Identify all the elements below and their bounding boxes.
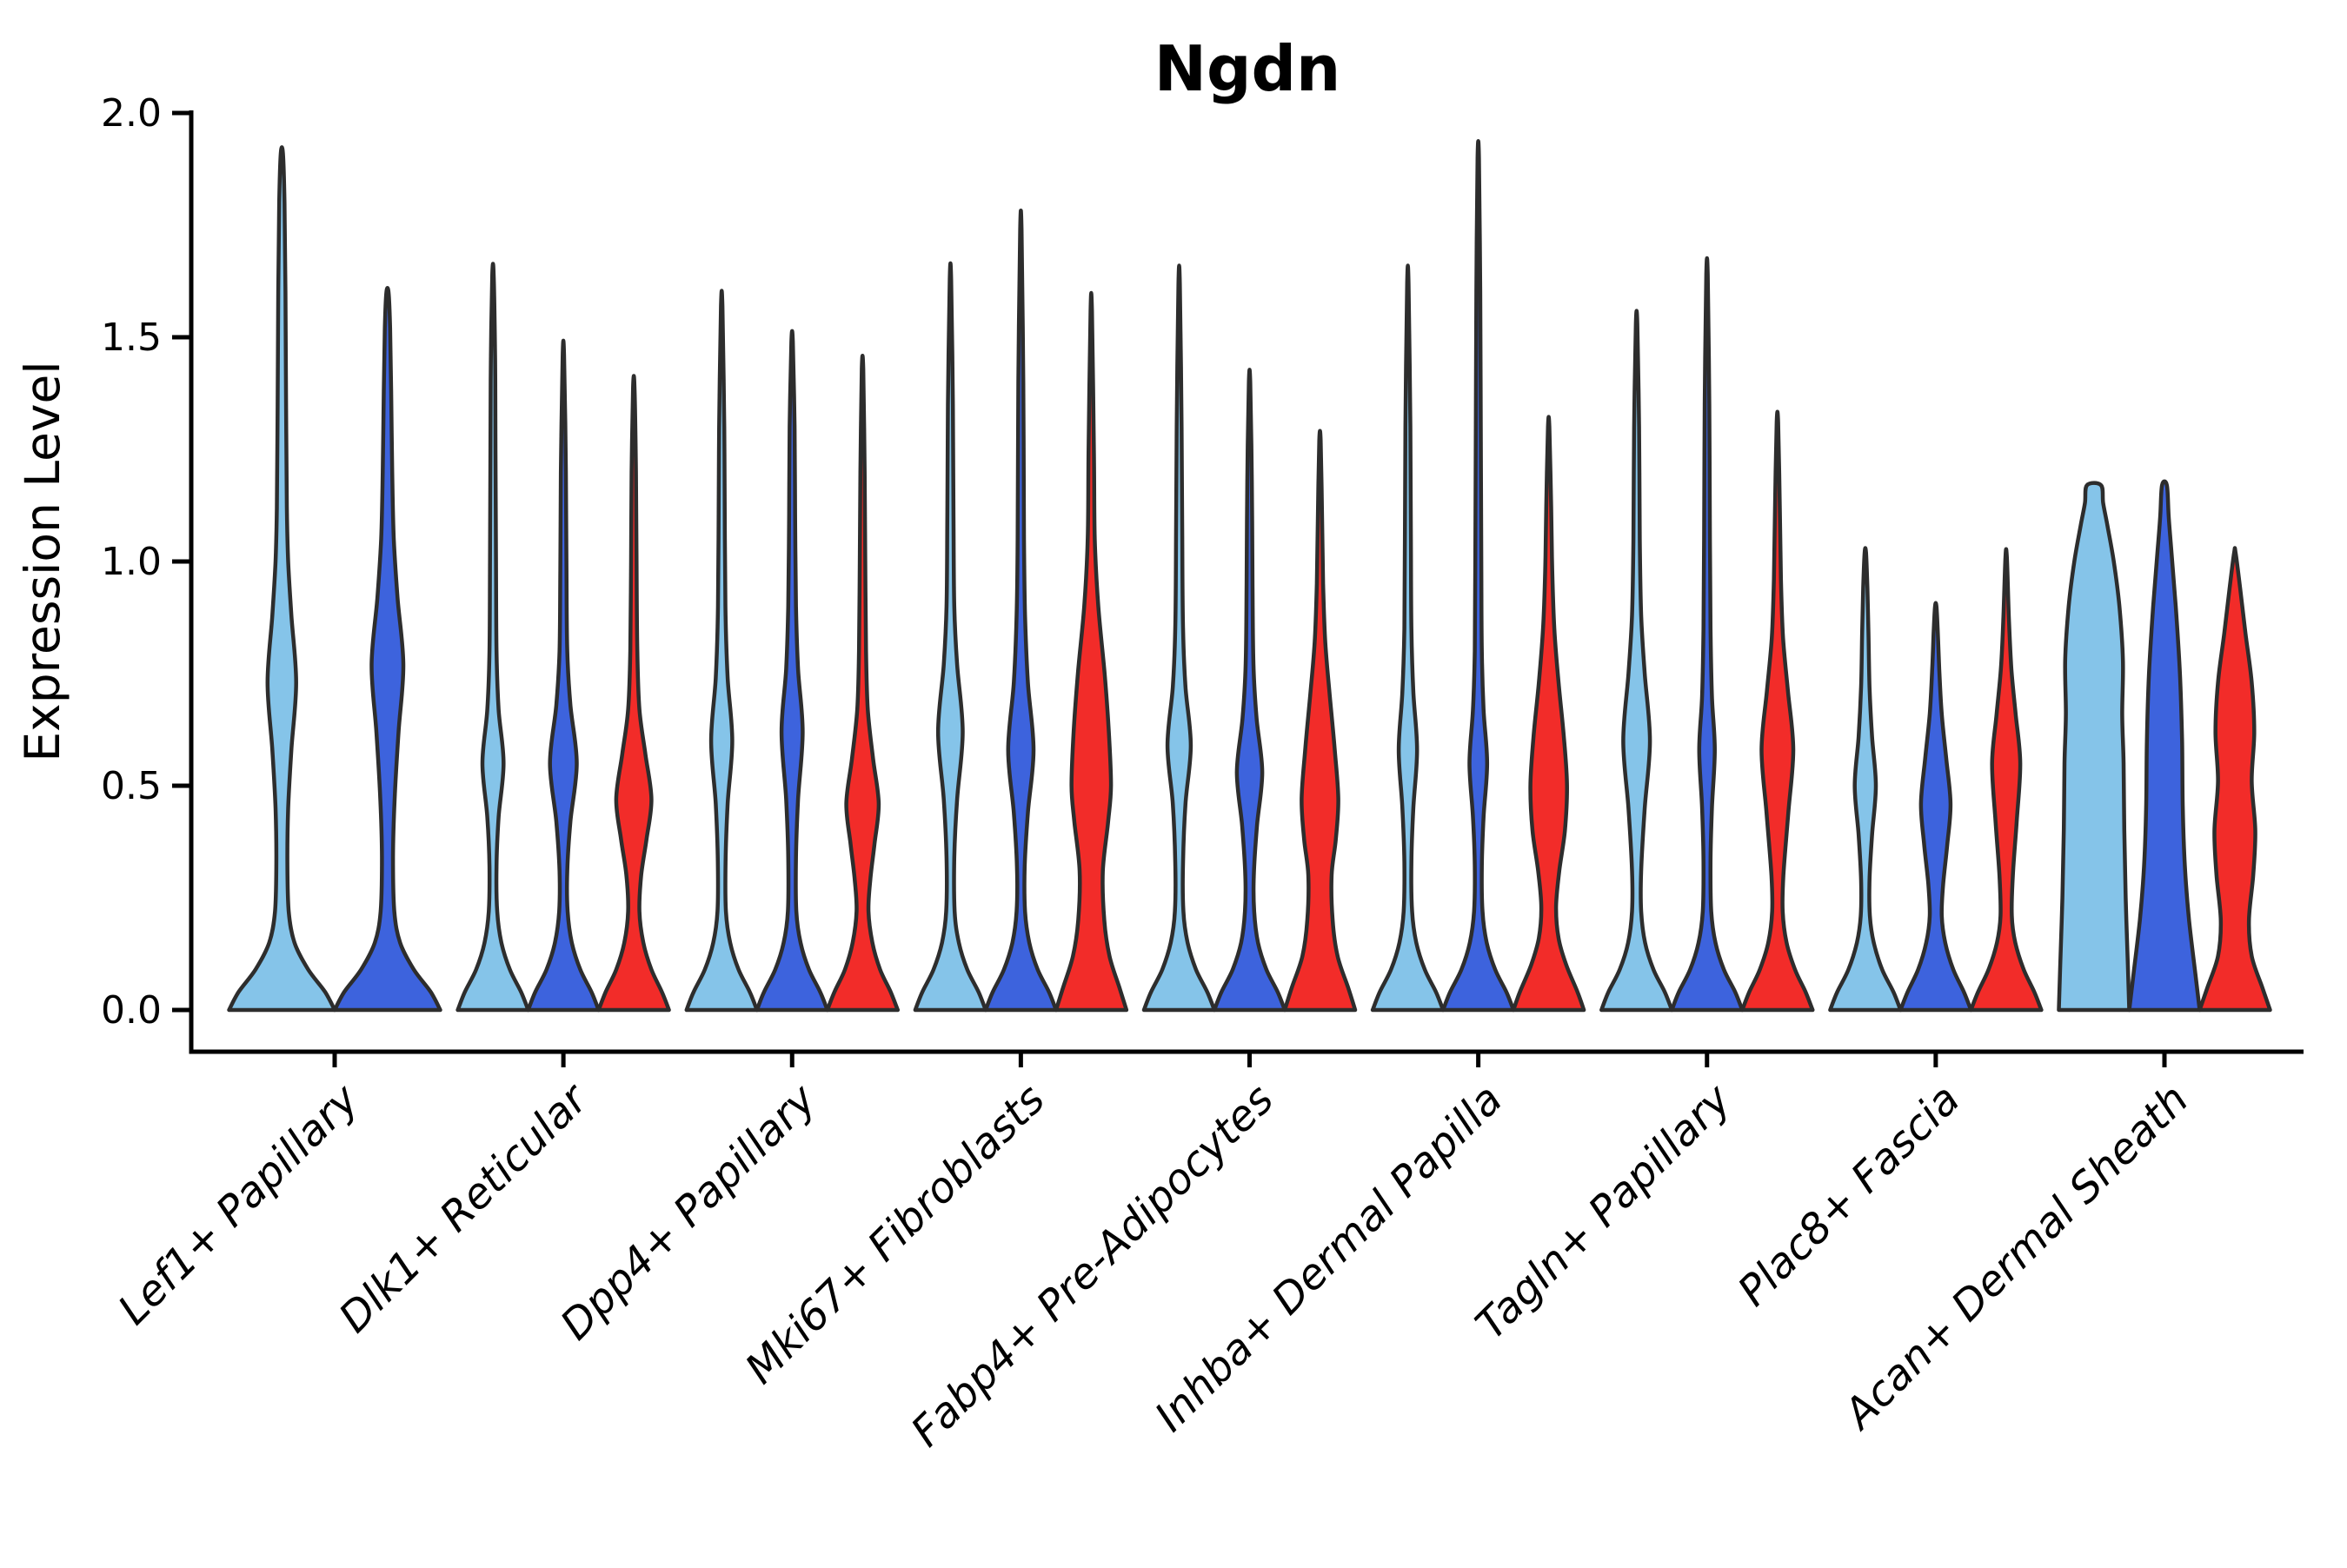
violin-fabp4-pre-adipocytes-split2 xyxy=(1212,368,1287,1013)
violin-dpp4-papillary-split2 xyxy=(755,329,830,1013)
violin-plac8-fascia-split3 xyxy=(1969,547,2044,1013)
x-tick-label: Dlk1+ Reticular xyxy=(329,1073,599,1343)
violin-inhba-dermal-papilla-split1 xyxy=(1370,263,1446,1013)
violin-fabp4-pre-adipocytes-split1 xyxy=(1141,263,1217,1013)
plot-title: Ngdn xyxy=(1154,32,1341,105)
violins-layer xyxy=(227,139,2272,1013)
y-tick-label: 1.0 xyxy=(101,540,162,584)
violin-lef1-papillary-split1 xyxy=(227,145,337,1013)
y-tick-label: 0.0 xyxy=(101,988,162,1033)
violin-dlk1-reticular-split2 xyxy=(526,338,601,1013)
violin-acan-dermal-sheath-split2 xyxy=(2127,479,2202,1013)
x-tick-label: Plac8+ Fascia xyxy=(1729,1075,1970,1316)
violin-inhba-dermal-papilla-split3 xyxy=(1511,415,1586,1013)
violin-mki67-fibroblasts-split3 xyxy=(1054,290,1129,1013)
violin-mki67-fibroblasts-split1 xyxy=(913,261,988,1013)
violin-dpp4-papillary-split1 xyxy=(684,289,760,1013)
y-axis-label: Expression Level xyxy=(15,361,70,761)
x-tick-label: Dpp4+ Papillary xyxy=(551,1074,826,1349)
violin-tagln-papillary-split1 xyxy=(1599,309,1674,1013)
violin-acan-dermal-sheath-split1 xyxy=(2057,481,2131,1013)
violin-plac8-fascia-split1 xyxy=(1828,546,1903,1013)
y-axis-ticks: 2.0 1.5 1.0 0.5 0.0 xyxy=(101,91,191,1033)
violin-mki67-fibroblasts-split2 xyxy=(983,208,1059,1013)
x-tick-label: Lef1+ Papillary xyxy=(109,1074,369,1334)
x-tick-label: Fabp4+ Pre-Adipocytes xyxy=(901,1075,1283,1457)
violin-tagln-papillary-split3 xyxy=(1740,409,1815,1013)
y-tick-label: 2.0 xyxy=(101,91,162,136)
violin-dlk1-reticular-split1 xyxy=(455,262,530,1013)
y-tick-label: 0.5 xyxy=(101,764,162,808)
violin-plac8-fascia-split2 xyxy=(1898,601,1973,1013)
axes-layer xyxy=(189,110,2304,1054)
x-tick-label: Tagln+ Papillary xyxy=(1466,1074,1741,1349)
y-tick-label: 1.5 xyxy=(101,316,162,360)
violin-dlk1-reticular-split3 xyxy=(596,374,671,1013)
violin-acan-dermal-sheath-split3 xyxy=(2197,546,2272,1013)
violin-fabp4-pre-adipocytes-split3 xyxy=(1282,429,1358,1013)
violin-tagln-papillary-split2 xyxy=(1670,256,1745,1013)
violin-dpp4-papillary-split3 xyxy=(825,354,901,1013)
violin-inhba-dermal-papilla-split2 xyxy=(1440,139,1516,1013)
violin-lef1-papillary-split2 xyxy=(332,285,442,1013)
